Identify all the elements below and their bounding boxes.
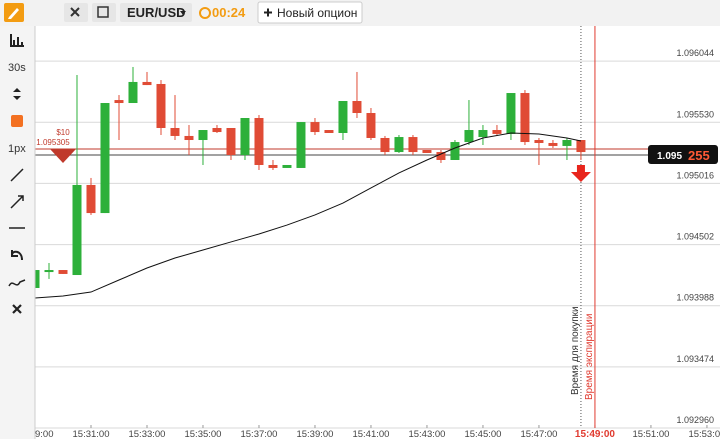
- candle-body: [534, 140, 544, 143]
- candle-body: [576, 140, 586, 153]
- candle-body: [184, 135, 194, 141]
- x-tick-label: 15:41:00: [352, 429, 389, 439]
- timer-icon: [199, 7, 211, 19]
- candle-body: [128, 81, 138, 104]
- candle-body: [296, 122, 306, 168]
- candle-body: [338, 100, 348, 133]
- y-tick-label: 1.093988: [676, 293, 714, 303]
- trade-amount: $10: [56, 128, 70, 137]
- candle-body: [380, 137, 390, 153]
- x-tick-label: 15:31:00: [73, 429, 110, 439]
- plus-icon: [264, 8, 272, 17]
- candle-body: [436, 152, 446, 160]
- y-tick-label: 1.095530: [676, 109, 714, 119]
- candle-body: [254, 118, 264, 165]
- candle-body: [324, 130, 334, 133]
- symbol: EUR/USD: [127, 5, 186, 20]
- pencil-icon: [8, 8, 19, 19]
- candle-body: [548, 142, 558, 146]
- candle-body: [366, 113, 376, 138]
- y-tick-label: 1.095016: [676, 170, 714, 180]
- candle-body: [450, 142, 460, 160]
- candle-body: [170, 127, 180, 136]
- line-width[interactable]: 1px: [8, 143, 26, 155]
- price-badge-tail: 255: [688, 148, 710, 163]
- candle-body: [408, 137, 418, 153]
- plot: 1.092960 1.093474 1.093988 1.094502 1.095016…: [17, 26, 720, 439]
- scale-icon[interactable]: [13, 88, 21, 100]
- candle-body: [520, 93, 530, 143]
- candle-body: [44, 270, 54, 273]
- price-badge: [648, 144, 718, 164]
- y-tick-label: 1.096044: [676, 48, 714, 58]
- candle-body: [142, 81, 152, 86]
- trade-marker: [49, 149, 76, 164]
- x-tick-label: 15:49:00: [575, 429, 615, 439]
- x-tick-label: 15:51:00: [632, 429, 669, 439]
- timeframe[interactable]: 30s: [8, 62, 26, 74]
- indicator-tool[interactable]: [8, 279, 26, 287]
- candle-body: [562, 140, 572, 146]
- x-tick-label: 15:45:00: [464, 429, 501, 439]
- line-tool[interactable]: [10, 168, 24, 182]
- candle-body: [114, 100, 124, 104]
- x-tick-label: 15:47:00: [520, 429, 557, 439]
- candle-body: [198, 130, 208, 141]
- x-tick-label: 15:37:00: [240, 429, 277, 439]
- candle-body: [282, 164, 292, 168]
- candle-body: [240, 118, 250, 155]
- candle-body: [268, 164, 278, 168]
- y-tick-label: 1.094502: [676, 232, 714, 242]
- new-option-label: Новый опцион: [277, 6, 357, 20]
- candle-body: [478, 130, 488, 138]
- chart-type-icon[interactable]: [10, 34, 24, 47]
- x-tick-label: 15:39:00: [296, 429, 333, 439]
- candle-body: [58, 270, 68, 274]
- price-badge-main: 1.095: [657, 151, 682, 162]
- purchase-deadline-label: Время для покупки: [570, 306, 581, 395]
- candle-body: [394, 137, 404, 153]
- candle-body: [352, 100, 362, 114]
- x-tick-label: 15:35:00: [184, 429, 221, 439]
- y-tick-label: 1.092960: [676, 415, 714, 425]
- candle-body: [212, 127, 222, 133]
- close-icon: [70, 7, 80, 17]
- color-icon[interactable]: [11, 115, 23, 127]
- x-tick-label: 15:53:00: [688, 429, 720, 439]
- clear-tool[interactable]: [12, 304, 22, 314]
- new-option-button[interactable]: [257, 1, 363, 24]
- candle-body: [310, 122, 320, 133]
- sidebar-tools: 30s 1px: [8, 34, 26, 314]
- trade-price: 1.095305: [36, 138, 70, 147]
- x-tick-label: 15:33:00: [128, 429, 165, 439]
- dropdown-icon: [180, 11, 186, 15]
- moving-average: [34, 132, 582, 299]
- copy-button[interactable]: [92, 3, 116, 22]
- candle-body: [72, 184, 82, 276]
- candle-body: [506, 93, 516, 134]
- expiry-label: Время экспирации: [584, 314, 595, 400]
- candle-body: [422, 150, 432, 153]
- copy-icon: [97, 6, 109, 18]
- candle-body: [86, 184, 96, 214]
- candle-body: [464, 130, 474, 143]
- x-tick-label: 15:43:00: [408, 429, 445, 439]
- arrow-tool[interactable]: [10, 195, 24, 209]
- symbol-select[interactable]: [120, 3, 192, 22]
- y-tick-label: 1.093474: [676, 354, 714, 364]
- timer: 00:24: [212, 5, 246, 20]
- candle-body: [156, 83, 166, 128]
- candle-body: [226, 127, 236, 155]
- candle-body: [100, 103, 110, 214]
- direction-arrow: [570, 164, 591, 182]
- candle-body: [492, 130, 502, 134]
- sidebar: [0, 0, 35, 439]
- undo-tool[interactable]: [11, 250, 23, 261]
